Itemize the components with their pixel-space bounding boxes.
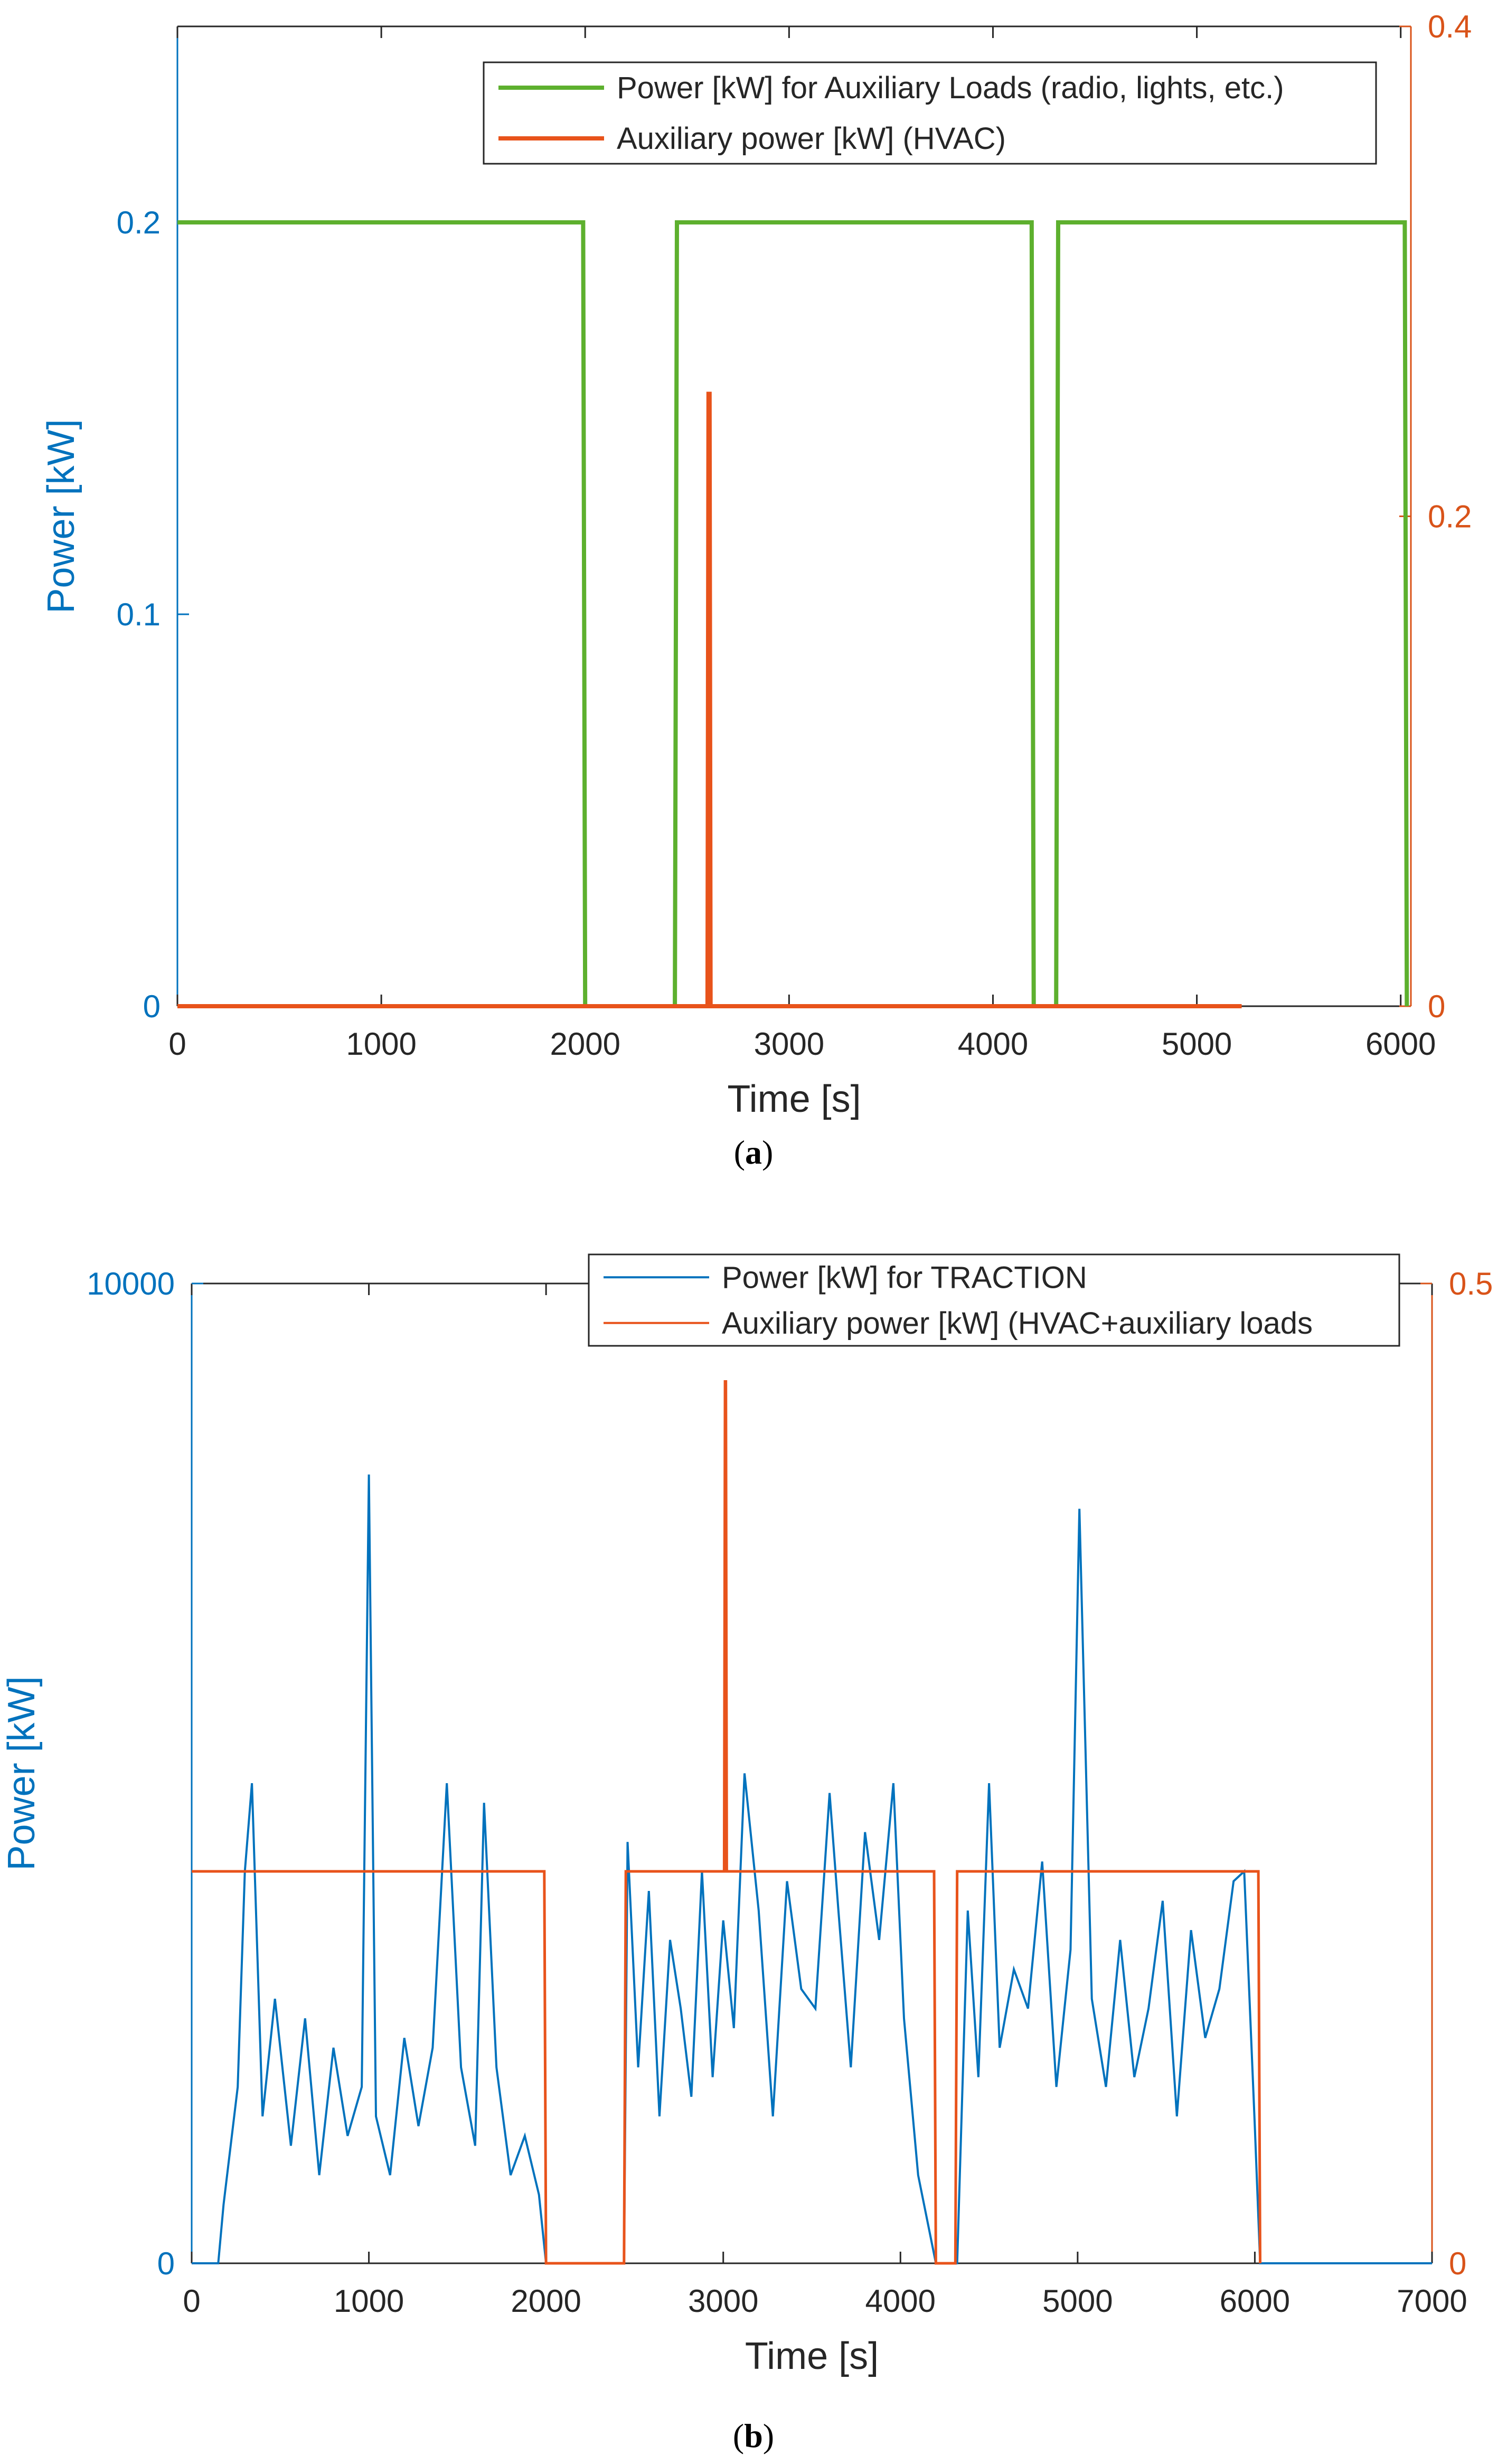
chart-a-x-tick-label: 1000 [346,1026,416,1062]
chart-a-y-right-tick-label: 0.2 [1428,499,1472,535]
chart-b-x-tick-label: 6000 [1220,2283,1290,2319]
chart-a-x-tick-label: 5000 [1162,1026,1232,1062]
chart-b-x-tick-label: 3000 [688,2283,758,2319]
chart-a-series-2-line [177,391,1242,1008]
chart-a-y-axis-label: Power [kW] [40,419,82,613]
chart-a-x-tick-label: 0 [168,1026,186,1062]
chart-b-x-axis-label: Time [s] [745,2335,879,2377]
chart-b-legend-label-1: Power [kW] for TRACTION [722,1260,1087,1295]
chart-a-y-left-tick-label: 0.1 [117,597,161,632]
chart-b-x-tick-label: 1000 [334,2283,404,2319]
chart-b-legend-label-2: Auxiliary power [kW] (HVAC+auxiliary loa… [722,1306,1313,1341]
caption-b: (b) [732,2417,775,2454]
chart-a: 0 1000 2000 3000 4000 5000 600000.10.200.20.4T… [40,9,1472,1120]
chart-a-x-axis-label: Time [s] [727,1078,861,1120]
chart-a-legend-label-1: Power [kW] for Auxiliary Loads (radio, l… [617,71,1284,105]
chart-b-x-tick-label: 4000 [865,2283,936,2319]
caption-a: (a) [733,1133,774,1171]
chart-b-x-tick-label: 7000 [1397,2283,1467,2319]
chart-b-x-tick-label: 2000 [511,2283,581,2319]
chart-a-legend-box [483,61,1377,165]
chart-a-y-right-tick-label: 0.4 [1428,9,1472,44]
chart-a-x-tick-label: 6000 [1365,1026,1436,1062]
chart-b-y-axis-label: Power [kW] [1,1676,43,1870]
chart-a-x-tick-label: 2000 [550,1026,620,1062]
chart-b-series-2-line [192,1380,1261,2265]
chart-b-y-left-tick-label: 10000 [87,1266,175,1301]
chart-a-y-left-tick-label: 0 [143,989,161,1024]
chart-a-legend-label-2: Auxiliary power [kW] (HVAC) [617,121,1006,156]
chart-a-series-1-line [177,220,1409,1008]
chart-b-y-right-tick-label: 0 [1449,2246,1466,2281]
chart-b-y-right-tick-label: 0.5 [1449,1266,1493,1301]
chart-a-y-left-tick-label: 0.2 [117,205,161,240]
chart-b-x-tick-label: 0 [183,2283,200,2319]
chart-a-x-tick-label: 4000 [958,1026,1028,1062]
chart-b-x-tick-label: 5000 [1042,2283,1113,2319]
chart-b-legend-box [588,1253,1400,1347]
chart-b-y-left-tick-label: 0 [157,2246,175,2281]
chart-b-series-1-line [192,1474,1432,2264]
chart-a-y-right-tick-label: 0 [1428,989,1445,1024]
chart-b: 0 1000 2000 3000 4000 5000 6000 700001000000.5T… [1,1253,1493,2377]
chart-a-x-tick-label: 3000 [754,1026,824,1062]
